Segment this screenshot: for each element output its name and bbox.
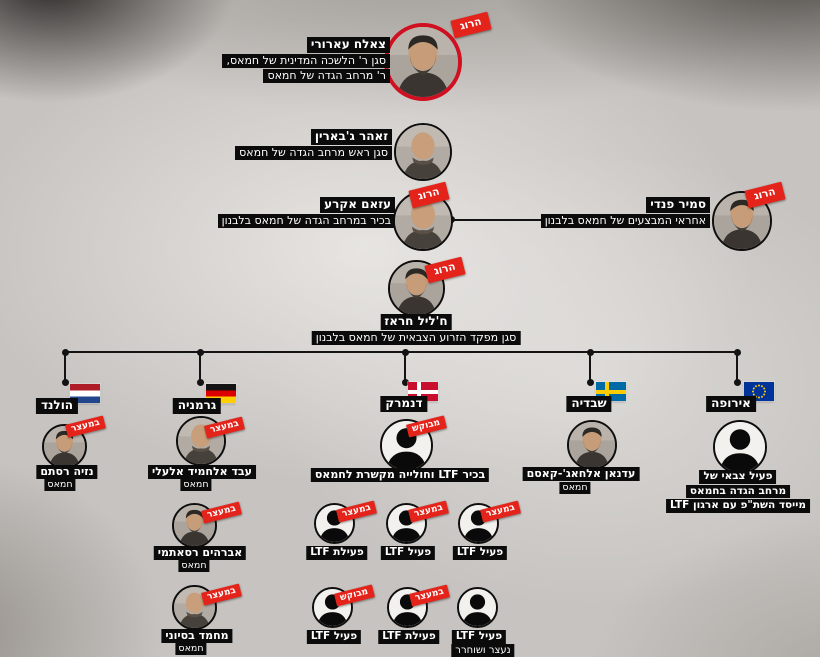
silhouette-europe-operative bbox=[713, 420, 767, 474]
person-role: מרחב הגדה בחמאס bbox=[685, 484, 791, 499]
label-block-zaher-jabarin: זאהר ג'בארין סגן ראש מרחב הגדה של חמאס bbox=[235, 129, 392, 160]
person-role: סגן מפקד הזרוע הצבאית של חמאס בלבנון bbox=[311, 330, 521, 345]
operative-label: פעילת LTF bbox=[378, 630, 440, 644]
country-label-netherlands: הולנד bbox=[35, 398, 79, 414]
person-org: חמאס bbox=[175, 643, 207, 656]
person-name: זאהר ג'בארין bbox=[310, 129, 392, 145]
person-org: חמאס bbox=[178, 560, 210, 573]
person-name: עזאם אקרע bbox=[320, 197, 395, 213]
tree-drop-sweden bbox=[589, 351, 591, 383]
person-name: נזיה רסתם bbox=[36, 465, 98, 480]
person-role: פעיל צבאי של bbox=[699, 470, 777, 484]
operative-label: פעילת LTF bbox=[306, 546, 368, 560]
person-name: צאלח עארורי bbox=[306, 37, 390, 53]
badge-arrested: במעצר bbox=[201, 583, 243, 606]
person-role: סגן ראש מרחב הגדה של חמאס bbox=[235, 145, 392, 160]
connector-dot bbox=[62, 349, 69, 356]
connector-dot bbox=[197, 379, 204, 386]
person-org: חמאס bbox=[44, 479, 76, 492]
label-block-khalil-kharaz: ח'ליל חראז סגן מפקד הזרוע הצבאית של חמאס… bbox=[311, 314, 521, 345]
person-name: אברהים רסאתמי bbox=[153, 546, 247, 561]
operative-label: פעיל LTF bbox=[451, 630, 507, 644]
connector-dot bbox=[402, 379, 409, 386]
country-label-germany: גרמניה bbox=[172, 398, 222, 414]
person-name: עדנאן אלחאג'-קאסם bbox=[522, 467, 640, 482]
badge-killed: הרוג bbox=[424, 256, 466, 284]
tree-drop-europe bbox=[736, 351, 738, 383]
person-name: סמיר פנדי bbox=[646, 197, 710, 213]
label-block-samir-fandi: סמיר פנדי אחראי המבצעים של חמאס בלבנון bbox=[540, 197, 710, 228]
badge-arrested: במעצר bbox=[65, 415, 107, 438]
person-org: חמאס bbox=[180, 479, 212, 492]
badge-killed: הרוג bbox=[450, 11, 492, 39]
photo-zaher-jabarin bbox=[394, 123, 452, 181]
person-role: סגן ר' הלשכה המדינית של חמאס, bbox=[222, 53, 390, 68]
connector-dot bbox=[734, 379, 741, 386]
person-name: ח'ליל חראז bbox=[380, 314, 452, 330]
tree-drop-germany bbox=[199, 351, 201, 383]
label-block-europe-operative: פעיל צבאי של מרחב הגדה בחמאס מייסד השת"פ… bbox=[666, 470, 810, 513]
tree-drop-denmark bbox=[404, 351, 406, 383]
photo-abdelhamid-alali bbox=[176, 416, 226, 466]
label-block-salah-arouri: צאלח עארורי סגן ר' הלשכה המדינית של חמאס… bbox=[222, 37, 390, 84]
operative-label: פעיל LTF bbox=[380, 546, 436, 560]
photo-salah-arouri bbox=[384, 23, 462, 101]
photo-adnan-alhaj-qasem bbox=[567, 420, 617, 470]
person-name: עבד אלחמיד אלעלי bbox=[148, 465, 256, 480]
tree-horizontal-line bbox=[65, 351, 738, 353]
person-role: אחראי המבצעים של חמאס בלבנון bbox=[540, 213, 710, 228]
connector-dot bbox=[587, 379, 594, 386]
connector-dot bbox=[62, 379, 69, 386]
operative-label: פעיל LTF bbox=[306, 630, 362, 644]
badge-arrested: במעצר bbox=[201, 501, 243, 524]
person-role: בכיר במרחב הגדה של חמאס בלבנון bbox=[217, 213, 395, 228]
label-block-azzam-aqra: עזאם אקרע בכיר במרחב הגדה של חמאס בלבנון bbox=[217, 197, 395, 228]
connector-dot bbox=[587, 349, 594, 356]
operative-label: פעיל LTF bbox=[452, 546, 508, 560]
connector-dot bbox=[734, 349, 741, 356]
person-name: מחמד בסיוני bbox=[161, 629, 233, 644]
person-role: בכיר LTF וחולייה מקשרת לחמאס bbox=[310, 468, 490, 483]
country-label-denmark: דנמרק bbox=[380, 396, 428, 412]
person-role: מייסד השת"פ עם ארגון LTF bbox=[666, 499, 810, 513]
connector-dot bbox=[402, 349, 409, 356]
country-label-europe: אירופה bbox=[706, 396, 756, 412]
person-org: חמאס bbox=[559, 482, 591, 495]
country-label-sweden: שבדיה bbox=[566, 396, 612, 412]
operative-status: נעצר ושוחרר bbox=[451, 644, 515, 657]
person-role: ר' מרחב הגדה של חמאס bbox=[263, 68, 390, 84]
silhouette-ltf-operative bbox=[457, 587, 498, 628]
tree-drop-netherlands bbox=[64, 351, 66, 383]
silhouette-ltf-operative bbox=[458, 503, 499, 544]
connector-dot bbox=[197, 349, 204, 356]
